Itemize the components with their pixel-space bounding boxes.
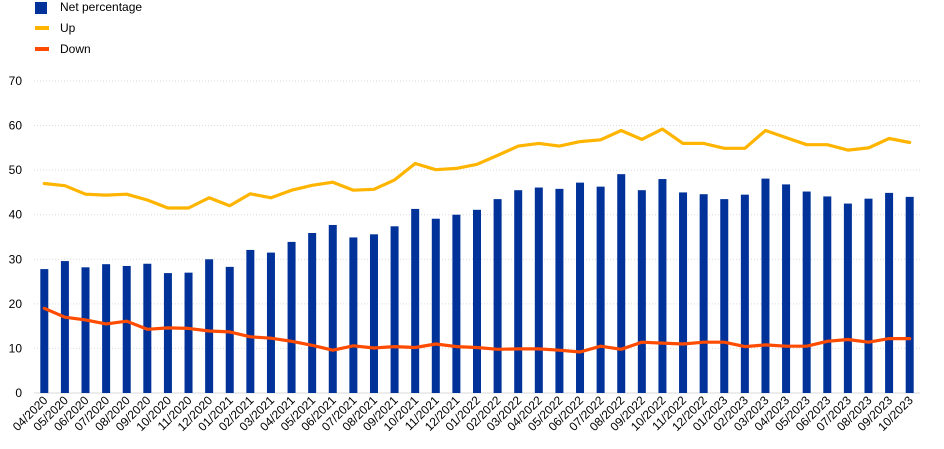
bar-net-percentage: [411, 208, 420, 393]
bar-net-percentage: [823, 196, 832, 393]
line-up: [42, 127, 912, 210]
y-tick-label: 70: [9, 74, 23, 88]
x-axis: 04/202005/202006/202007/202008/202009/20…: [10, 393, 916, 434]
bar-net-percentage: [287, 241, 296, 393]
bar-net-percentage: [473, 209, 481, 393]
bar-net-percentage: [905, 196, 914, 393]
bar-net-percentage: [555, 188, 564, 393]
bar-net-percentage: [576, 182, 585, 393]
y-tick-label: 50: [9, 163, 23, 177]
bar-net-percentage: [390, 226, 399, 393]
bar-net-percentage: [596, 186, 605, 393]
bar-net-percentage: [843, 203, 852, 393]
line-down: [42, 306, 912, 354]
y-tick-label: 20: [9, 297, 23, 311]
bar-net-percentage: [740, 194, 749, 393]
bar-net-percentage: [369, 234, 378, 393]
bar-net-percentage: [802, 191, 811, 393]
bar-net-percentage: [864, 198, 873, 393]
bar-net-percentage: [617, 174, 626, 393]
bar-net-percentage: [225, 266, 234, 393]
y-tick-label: 0: [15, 386, 22, 400]
bar-net-percentage: [163, 273, 172, 393]
legend-swatch-down: [35, 47, 49, 51]
net-percentage-bars: [40, 174, 914, 393]
bar-net-percentage: [81, 267, 90, 393]
legend-label-net-percentage: Net percentage: [60, 0, 143, 14]
bar-net-percentage: [40, 269, 49, 393]
bar-net-percentage: [246, 249, 255, 393]
bar-net-percentage: [452, 214, 461, 393]
bar-net-percentage: [60, 261, 69, 393]
legend-label-up: Up: [60, 21, 76, 35]
bar-net-percentage: [699, 194, 708, 393]
chart-gridlines: [34, 80, 920, 394]
bar-net-percentage: [679, 192, 688, 393]
bar-net-percentage: [205, 259, 214, 393]
y-tick-label: 60: [9, 119, 23, 133]
bar-net-percentage: [328, 224, 337, 393]
bar-net-percentage: [720, 199, 729, 393]
bar-net-percentage: [349, 237, 358, 393]
legend-label-down: Down: [60, 42, 91, 56]
bar-net-percentage: [493, 199, 502, 393]
bar-net-percentage: [122, 265, 131, 393]
bar-net-percentage: [184, 272, 193, 393]
y-tick-label: 30: [9, 252, 23, 266]
bar-net-percentage: [431, 218, 440, 393]
bar-net-percentage: [514, 190, 523, 393]
bar-net-percentage: [637, 190, 646, 393]
bar-net-percentage: [266, 252, 275, 393]
legend-swatch-up: [35, 26, 49, 30]
bar-net-percentage: [308, 232, 317, 393]
series-lines: [42, 127, 912, 354]
y-axis: 0 10 20 30 40 50 60 70: [9, 74, 23, 400]
legend-swatch-net-percentage: [35, 2, 47, 14]
bar-net-percentage: [658, 179, 667, 393]
bar-net-percentage: [761, 178, 770, 393]
bar-net-percentage: [534, 187, 543, 393]
bar-net-percentage: [885, 192, 894, 393]
bar-net-percentage: [102, 264, 111, 393]
bar-net-percentage: [782, 184, 791, 393]
y-tick-label: 10: [9, 341, 23, 355]
y-tick-label: 40: [9, 208, 23, 222]
